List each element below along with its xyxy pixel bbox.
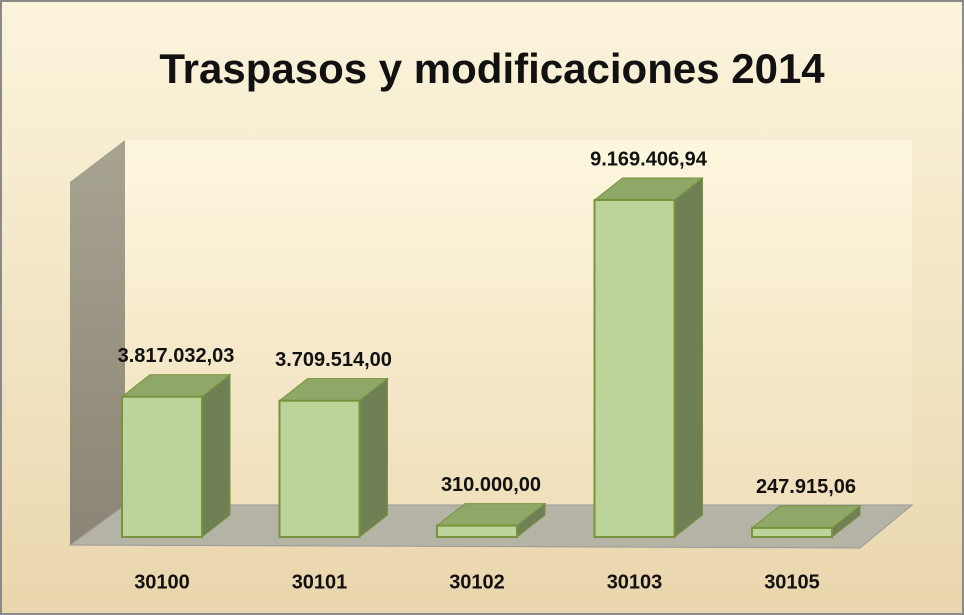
value-label: 9.169.406,94 [590,148,708,170]
bar [593,199,676,538]
x-tick-label: 30105 [764,571,820,593]
x-tick-label: 30100 [134,571,190,593]
bar-side [674,176,703,539]
value-label: 3.817.032,03 [118,345,235,367]
side-wall [70,140,125,545]
chart-title: Traspasos y modificaciones 2014 [159,45,825,92]
value-label: 3.709.514,00 [275,349,392,371]
bar-side [359,377,388,539]
x-tick-label: 30102 [449,571,505,593]
back-wall [125,140,912,505]
bar-side [201,373,231,539]
value-label: 310.000,00 [441,474,541,496]
x-tick-label: 30101 [292,571,348,593]
bar [751,526,833,539]
bar [436,524,518,539]
bar [121,395,203,538]
value-label: 247.915,06 [756,476,856,498]
x-tick-label: 30103 [607,571,663,593]
bar [278,399,361,538]
